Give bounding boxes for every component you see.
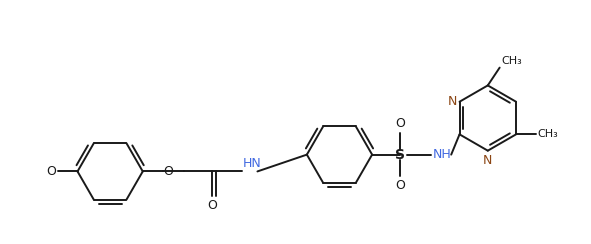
Text: N: N <box>483 154 492 167</box>
Text: O: O <box>46 165 56 178</box>
Text: S: S <box>395 148 405 162</box>
Text: O: O <box>395 117 405 130</box>
Text: O: O <box>207 199 217 212</box>
Text: O: O <box>164 165 173 178</box>
Text: HN: HN <box>243 157 261 171</box>
Text: O: O <box>395 179 405 192</box>
Text: CH₃: CH₃ <box>538 129 558 139</box>
Text: CH₃: CH₃ <box>502 56 522 66</box>
Text: NH: NH <box>433 148 451 161</box>
Text: N: N <box>448 95 457 108</box>
